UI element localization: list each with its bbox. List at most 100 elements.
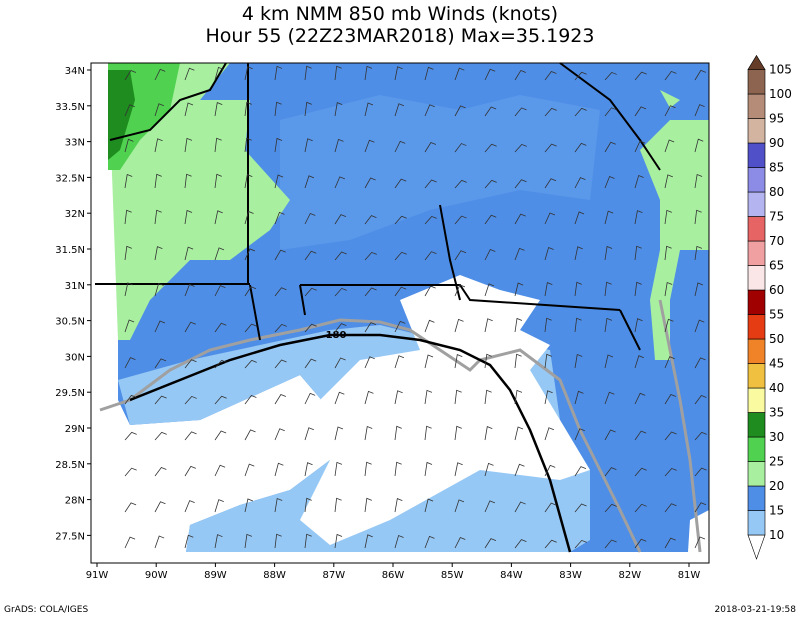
wind-barb [694, 536, 706, 549]
wind-barb [484, 318, 493, 333]
wind-barb [154, 501, 166, 513]
lon-label: 86W [382, 570, 405, 581]
wind-barb [454, 318, 464, 333]
wind-barb [304, 358, 317, 369]
wind-barb [334, 357, 346, 369]
wind-barb [664, 503, 677, 513]
colorbar-box [747, 338, 766, 364]
wind-barb [274, 137, 283, 153]
wind-barb [304, 250, 317, 261]
wind-barb [244, 101, 252, 117]
colorbar-label: 60 [769, 283, 784, 297]
wind-barb [694, 395, 707, 405]
wind-barb [124, 467, 137, 477]
wind-barb [604, 539, 617, 549]
wind-barb [574, 71, 587, 81]
wind-barb [664, 245, 672, 261]
colorbar-label: 75 [769, 210, 784, 224]
wind-barb [244, 137, 252, 153]
wind-barb [694, 357, 706, 369]
wind-barb [634, 175, 644, 189]
wind-barb [604, 71, 617, 81]
wind-barb [274, 394, 287, 405]
wind-barb [154, 535, 165, 549]
wind-barb [574, 281, 582, 297]
wind-barb [574, 211, 585, 225]
wind-barb [304, 497, 312, 513]
light-green-region [660, 90, 680, 108]
wind-barb [184, 209, 193, 225]
wind-barb [604, 391, 615, 405]
lat-label: 28N [65, 496, 85, 507]
wind-barb [124, 431, 137, 441]
wind-barb [574, 142, 587, 153]
wind-barb [424, 354, 434, 369]
colorbar-box [747, 142, 766, 168]
wind-barb [124, 70, 137, 81]
wind-barb [274, 211, 285, 225]
lon-label: 87W [322, 570, 345, 581]
colorbar-box [747, 289, 766, 315]
wind-barb [334, 251, 347, 261]
wind-barb [304, 533, 312, 549]
wind-barb [514, 501, 526, 513]
wind-barb [364, 534, 373, 549]
wind-barb [574, 428, 585, 441]
wind-barb [184, 67, 195, 81]
wind-barb [244, 323, 257, 333]
wind-barb [274, 249, 286, 261]
lon-label: 83W [559, 570, 582, 581]
lat-label: 29.5N [55, 388, 85, 399]
wind-barb [334, 176, 345, 189]
boundaries [95, 62, 702, 553]
wind-barb [214, 322, 227, 333]
contour-label: 180 [326, 330, 347, 341]
height-contour [129, 333, 572, 553]
colorbar-box [747, 412, 766, 438]
wind-barb [124, 357, 136, 369]
wind-barb [334, 497, 342, 513]
wind-barb [454, 105, 466, 117]
wind-barb [304, 427, 314, 441]
colorbar-label: 35 [769, 406, 784, 420]
wind-barb [154, 246, 163, 261]
wind-barb [244, 463, 255, 477]
wind-barb [394, 390, 403, 405]
wind-barb [454, 389, 462, 405]
wind-barb [184, 173, 192, 189]
wind-barb [184, 102, 194, 117]
wind-barb [694, 245, 703, 261]
wind-barb [544, 71, 557, 81]
wind-barb [394, 178, 407, 189]
wind-barb [214, 210, 223, 225]
wind-barb [424, 66, 434, 81]
wind-barb [334, 65, 342, 81]
wind-barb [364, 425, 373, 441]
wind-barb [154, 466, 167, 477]
lon-label: 88W [263, 570, 286, 581]
colorbar-label: 25 [769, 455, 784, 469]
wind-barb [214, 534, 223, 549]
wind-barb [544, 353, 552, 369]
wind-barb [154, 395, 167, 405]
colorbar-label: 15 [769, 504, 784, 518]
colorbar-box [747, 363, 766, 389]
wind-barb [664, 139, 675, 153]
wind-barb [544, 502, 557, 513]
wind-barb [574, 353, 583, 369]
wind-barb [664, 431, 677, 441]
wind-barb [424, 425, 432, 441]
wind-barb [574, 539, 587, 549]
wind-barb [634, 281, 642, 297]
wind-barb [364, 322, 377, 333]
wind-barb [394, 66, 403, 81]
colorbar-label: 100 [769, 87, 792, 101]
wind-barb [334, 323, 347, 333]
wind-barb [274, 533, 282, 549]
wind-barb [184, 431, 197, 441]
lat-label: 27.5N [55, 531, 85, 542]
wind-barb [334, 426, 344, 441]
blue-region [280, 95, 600, 250]
colorbar-box [747, 314, 766, 340]
lat-label: 30N [65, 352, 85, 363]
